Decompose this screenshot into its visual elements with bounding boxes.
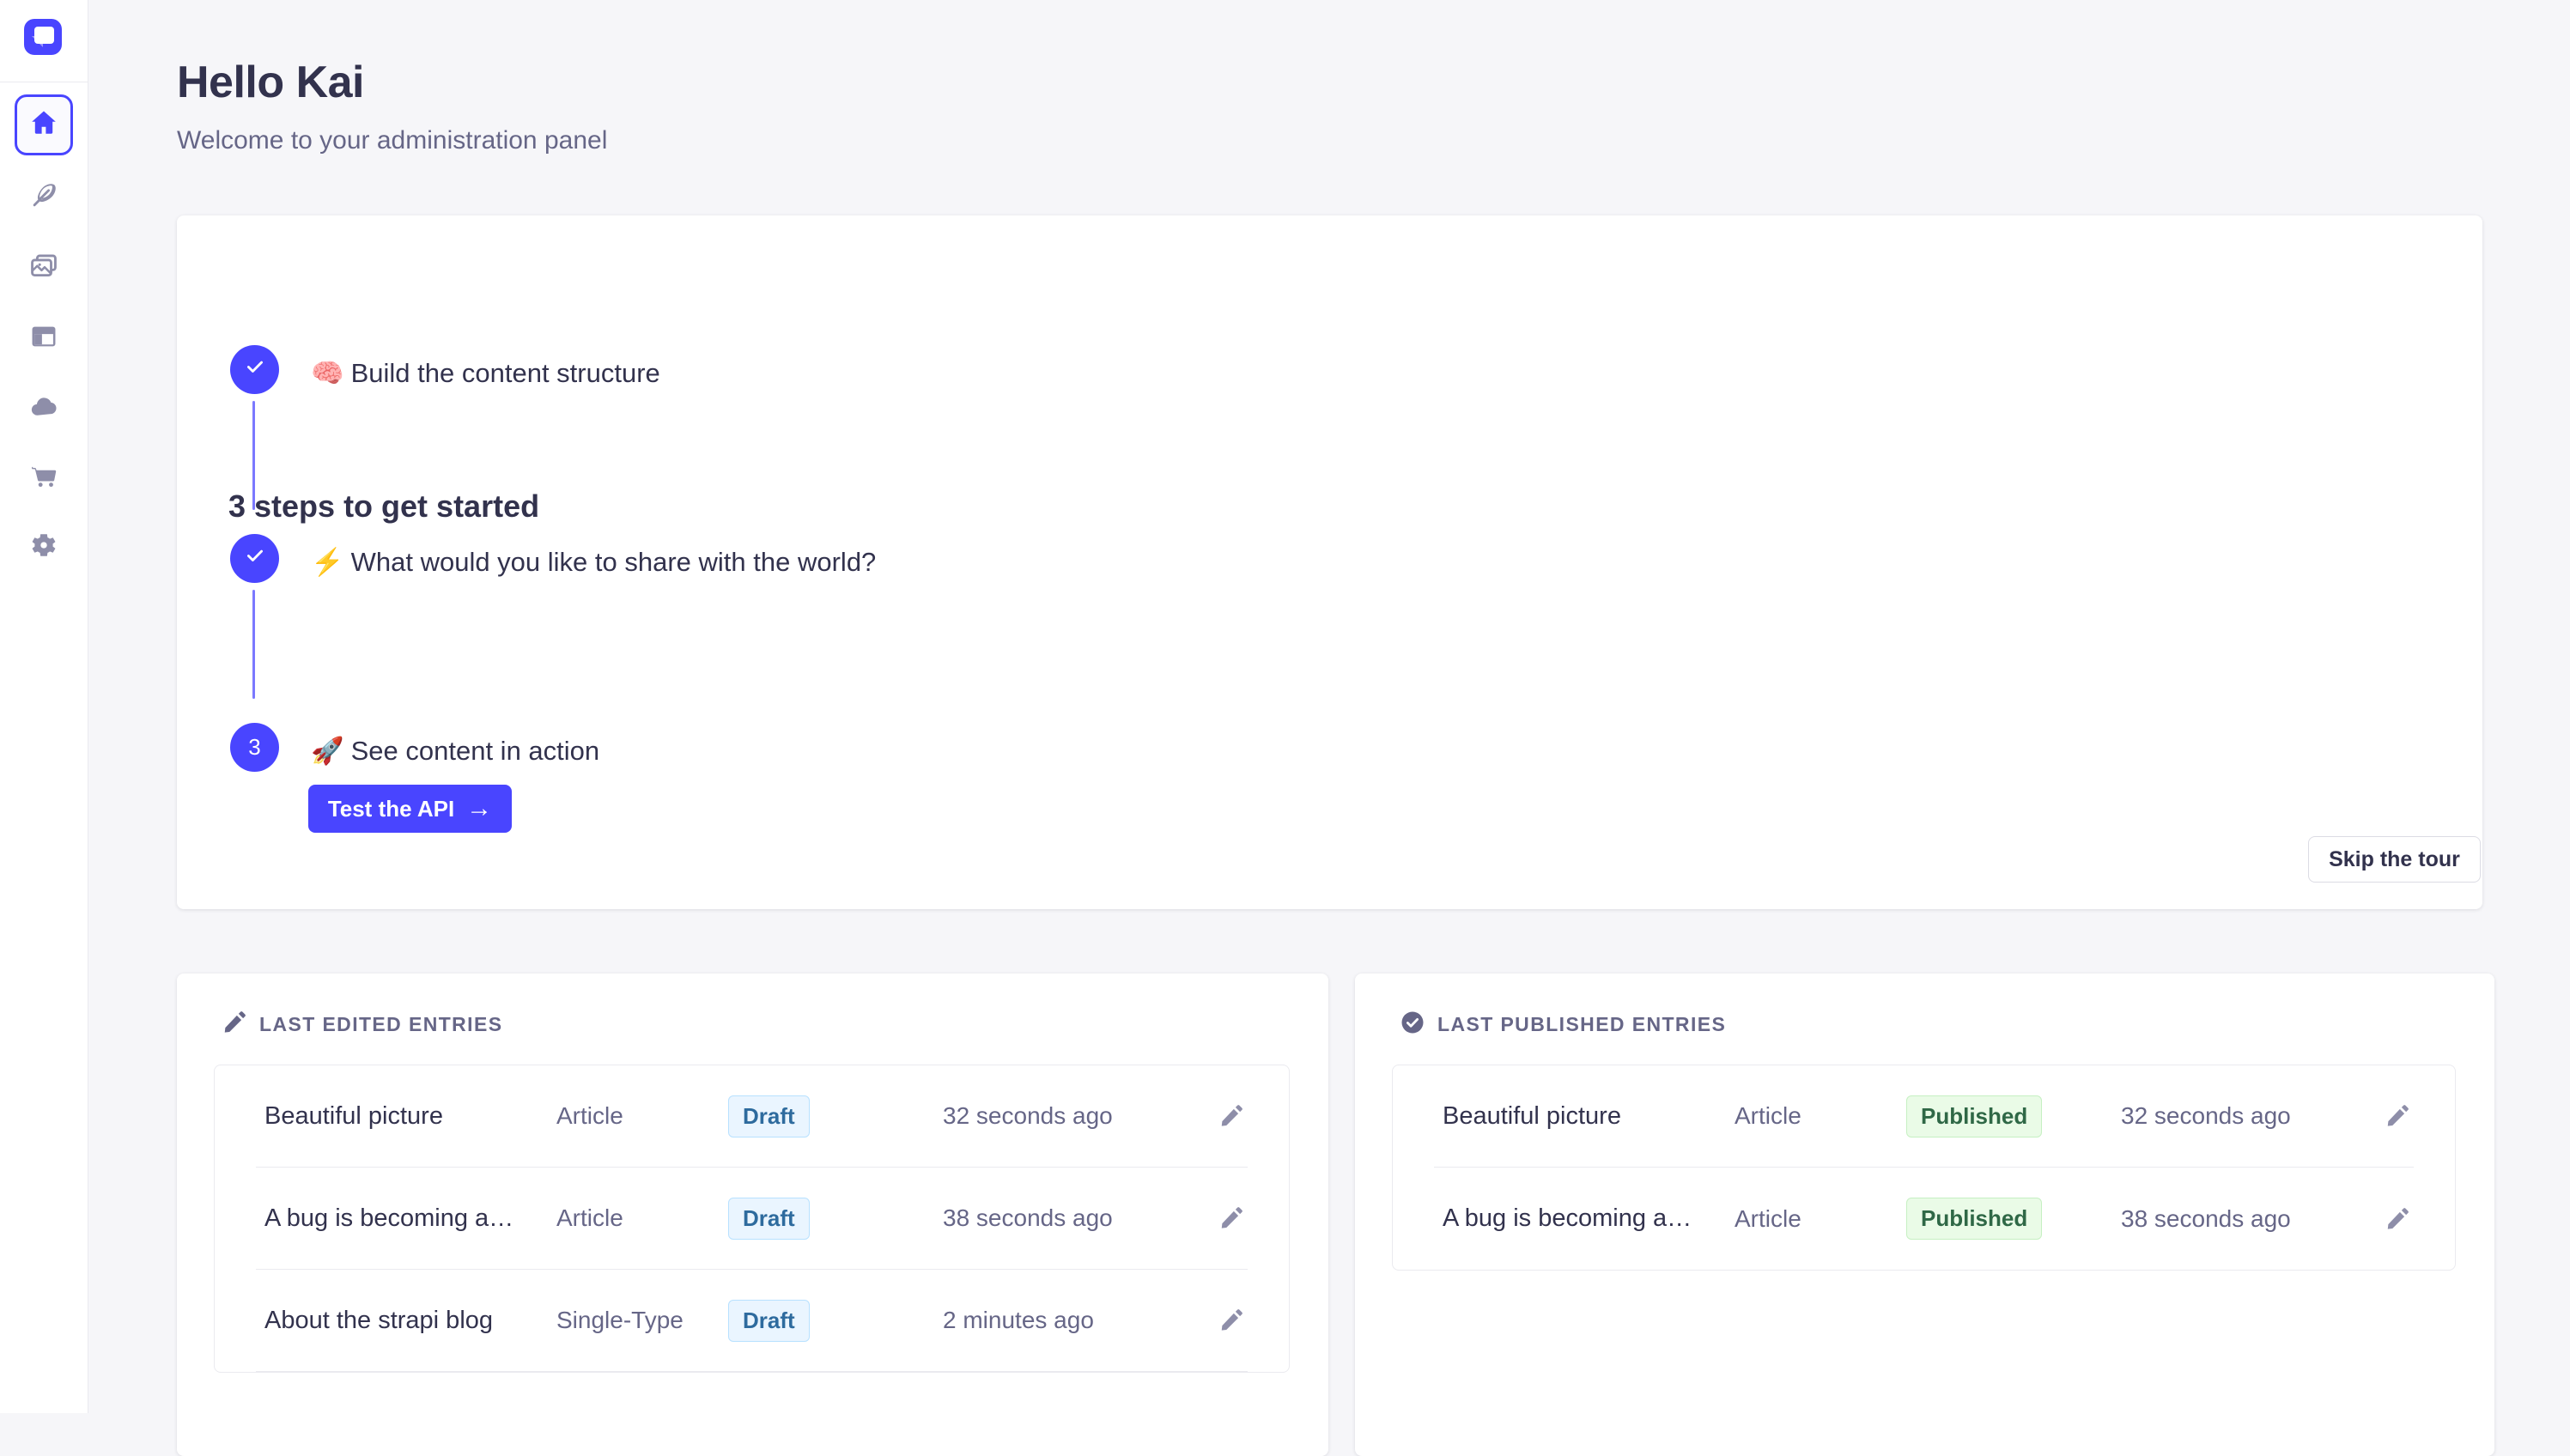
entry-time: 38 seconds ago <box>943 1204 1113 1231</box>
entry-title: A bug is becoming a… <box>264 1204 514 1232</box>
cart-icon <box>29 462 58 495</box>
entry-time: 32 seconds ago <box>943 1102 1113 1129</box>
edit-entry-button[interactable] <box>1215 1304 1248 1337</box>
step-2-indicator <box>230 534 279 583</box>
guided-tour-title: 3 steps to get started <box>228 488 540 524</box>
entry-title: About the strapi blog <box>264 1306 494 1334</box>
check-circle-icon <box>1400 1010 1425 1040</box>
step-2-label: ⚡ What would you like to share with the … <box>311 546 877 578</box>
edit-entry-button[interactable] <box>1215 1100 1248 1132</box>
sidebar-item-settings[interactable] <box>15 525 73 569</box>
entry-title: A bug is becoming a… <box>1443 1204 1692 1232</box>
rocket-emoji: 🚀 <box>311 736 344 766</box>
sidebar-item-cloud[interactable] <box>15 386 73 431</box>
feather-icon <box>29 181 58 215</box>
skip-tour-button[interactable]: Skip the tour <box>2308 836 2481 883</box>
entry-type: Article <box>556 1102 623 1129</box>
step-1-indicator <box>230 345 279 394</box>
page-title: Hello Kai <box>177 58 365 107</box>
pencil-icon <box>222 1010 247 1040</box>
brain-emoji: 🧠 <box>311 358 344 388</box>
status-badge: Draft <box>728 1095 810 1138</box>
page-subtitle: Welcome to your administration panel <box>177 126 608 155</box>
cloud-icon <box>28 391 59 427</box>
check-icon <box>244 544 266 573</box>
entry-type: Article <box>1735 1204 1801 1232</box>
table-row: Beautiful picture Article Draft 32 secon… <box>256 1065 1248 1168</box>
entry-title: Beautiful picture <box>264 1101 443 1130</box>
status-badge: Published <box>1906 1095 2043 1138</box>
pictures-icon <box>29 252 58 285</box>
last-published-entries-widget: LAST PUBLISHED ENTRIES Beautiful picture… <box>1355 974 2494 1456</box>
edit-entry-button[interactable] <box>2381 1100 2414 1132</box>
status-badge: Draft <box>728 1299 810 1342</box>
check-icon <box>244 355 266 384</box>
guided-tour-card: 3 steps to get started 🧠 Build the conte… <box>177 215 2482 909</box>
step-3-indicator: 3 <box>230 723 279 772</box>
step-connector <box>252 401 255 510</box>
entry-type: Article <box>1735 1102 1801 1129</box>
home-icon <box>28 107 59 143</box>
table-row: Beautiful picture Article Published 32 s… <box>1434 1065 2414 1168</box>
strapi-logo[interactable] <box>24 19 62 55</box>
arrow-right-icon: → <box>466 794 493 822</box>
sidebar-item-media-library[interactable] <box>15 246 73 290</box>
table-row: A bug is becoming a… Article Published 3… <box>1434 1168 2414 1270</box>
sidebar-item-home[interactable] <box>15 94 73 155</box>
last-edited-entries-header: LAST EDITED ENTRIES <box>222 1010 502 1039</box>
last-edited-entries-table: Beautiful picture Article Draft 32 secon… <box>214 1065 1290 1373</box>
widget-title: LAST PUBLISHED ENTRIES <box>1437 1012 1727 1035</box>
lightning-emoji: ⚡ <box>311 547 344 577</box>
strapi-logo-glyph <box>34 27 54 44</box>
entry-time: 38 seconds ago <box>2121 1204 2291 1232</box>
table-row: About the strapi blog Single-Type Draft … <box>256 1270 1248 1372</box>
entry-title: Beautiful picture <box>1443 1101 1621 1130</box>
entry-type: Article <box>556 1204 623 1231</box>
entry-time: 32 seconds ago <box>2121 1102 2291 1129</box>
test-api-button[interactable]: Test the API → <box>308 785 512 833</box>
last-published-entries-table: Beautiful picture Article Published 32 s… <box>1392 1065 2456 1271</box>
last-edited-entries-widget: LAST EDITED ENTRIES Beautiful picture Ar… <box>177 974 1328 1456</box>
entry-type: Single-Type <box>556 1307 684 1333</box>
edit-entry-button[interactable] <box>2381 1203 2414 1235</box>
strapi-logo-glyph-fold <box>32 36 43 47</box>
layout-icon <box>29 322 58 355</box>
last-published-entries-header: LAST PUBLISHED ENTRIES <box>1400 1010 1726 1039</box>
sidebar-item-marketplace[interactable] <box>15 456 73 500</box>
widget-title: LAST EDITED ENTRIES <box>259 1012 503 1035</box>
step-1-label: 🧠 Build the content structure <box>311 357 660 389</box>
sidebar-item-content-type-builder[interactable] <box>15 316 73 361</box>
table-row: A bug is becoming a… Article Draft 38 se… <box>256 1168 1248 1270</box>
step-3-label: 🚀 See content in action <box>311 735 600 767</box>
status-badge: Draft <box>728 1197 810 1240</box>
edit-entry-button[interactable] <box>1215 1202 1248 1235</box>
entry-time: 2 minutes ago <box>943 1307 1094 1333</box>
step-connector <box>252 590 255 699</box>
gear-icon <box>29 531 58 564</box>
sidebar <box>0 0 88 1413</box>
sidebar-item-content-manager[interactable] <box>15 175 73 220</box>
status-badge: Published <box>1906 1198 2043 1240</box>
